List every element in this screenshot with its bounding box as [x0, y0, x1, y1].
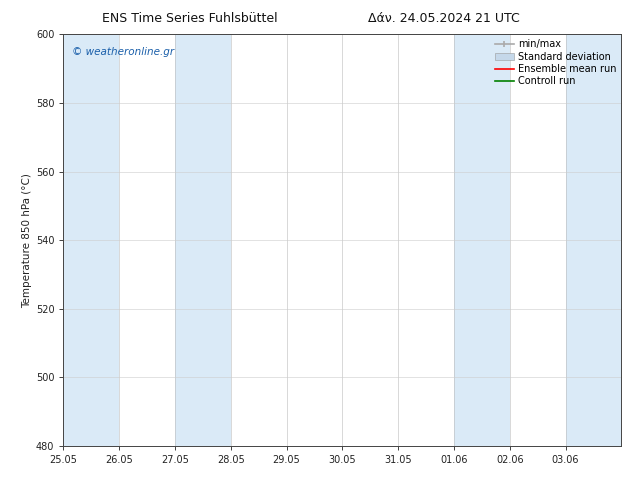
Bar — [454, 34, 510, 446]
Bar — [175, 34, 231, 446]
Text: Δάν. 24.05.2024 21 UTC: Δάν. 24.05.2024 21 UTC — [368, 12, 520, 25]
Bar — [566, 34, 621, 446]
Y-axis label: Temperature 850 hPa (°C): Temperature 850 hPa (°C) — [22, 172, 32, 308]
Bar — [63, 34, 119, 446]
Text: © weatheronline.gr: © weatheronline.gr — [72, 47, 174, 57]
Legend: min/max, Standard deviation, Ensemble mean run, Controll run: min/max, Standard deviation, Ensemble me… — [493, 37, 618, 88]
Text: ENS Time Series Fuhlsbüttel: ENS Time Series Fuhlsbüttel — [102, 12, 278, 25]
